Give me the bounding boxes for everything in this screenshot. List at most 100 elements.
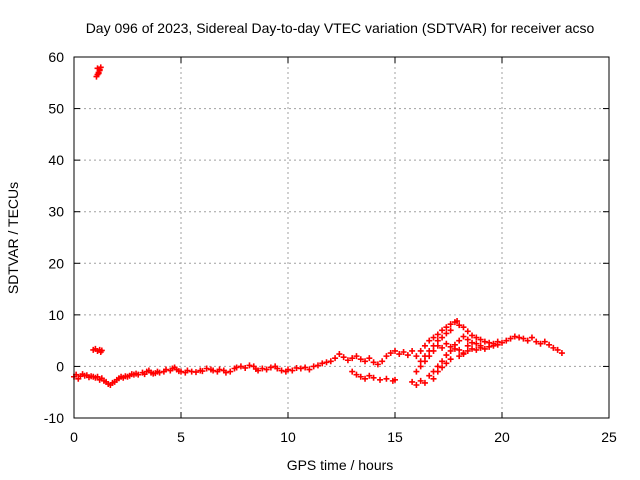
data-point — [434, 337, 441, 344]
data-point — [443, 352, 450, 359]
data-point — [314, 362, 321, 369]
data-point — [537, 340, 544, 347]
data-point — [199, 368, 206, 375]
data-point — [387, 350, 394, 357]
data-point — [192, 369, 199, 376]
data-point — [454, 318, 461, 325]
data-point — [135, 371, 142, 378]
data-point — [473, 346, 480, 353]
grid — [74, 57, 609, 418]
data-point — [366, 372, 373, 379]
data-point — [477, 336, 484, 343]
data-point — [456, 337, 463, 344]
data-point — [366, 355, 373, 362]
data-point — [178, 368, 184, 375]
data-point — [481, 338, 488, 345]
data-point — [370, 359, 377, 366]
data-point — [332, 355, 339, 362]
data-point — [413, 353, 420, 360]
data-point — [426, 337, 433, 344]
data-point — [353, 353, 360, 360]
data-point — [404, 352, 411, 359]
data-point — [520, 335, 527, 342]
data-point — [306, 366, 313, 373]
data-point — [323, 359, 330, 366]
data-point — [278, 367, 285, 374]
data-point — [460, 351, 467, 358]
data-point — [430, 334, 437, 341]
data-point — [319, 360, 326, 367]
data-point — [362, 375, 369, 382]
y-tick-label: 60 — [48, 49, 64, 65]
data-point — [409, 378, 416, 385]
data-point — [263, 366, 270, 373]
data-point — [443, 360, 450, 367]
x-tick-label: 5 — [177, 429, 185, 445]
data-point — [357, 356, 364, 363]
x-tick-label: 0 — [70, 429, 78, 445]
data-point — [163, 366, 170, 373]
data-point — [421, 358, 428, 365]
data-point — [430, 375, 437, 382]
data-point — [469, 339, 476, 346]
data-point — [349, 355, 356, 362]
data-point — [554, 346, 561, 353]
data-point — [494, 338, 501, 345]
data-point — [344, 357, 351, 364]
data-point — [439, 344, 446, 351]
data-point — [383, 375, 390, 382]
data-point — [353, 371, 360, 378]
y-tick-label: 0 — [56, 358, 64, 374]
data-point — [447, 356, 454, 363]
data-point — [267, 364, 274, 371]
data-point — [464, 336, 471, 343]
data-point — [469, 332, 476, 339]
data-point — [481, 345, 488, 352]
data-point — [98, 347, 105, 354]
data-point — [379, 358, 386, 365]
data-point — [464, 328, 471, 335]
data-point — [370, 374, 377, 381]
data-point — [426, 372, 433, 379]
data-point — [426, 353, 433, 360]
x-axis-label: GPS time / hours — [287, 457, 394, 473]
y-tick-label: 20 — [48, 255, 64, 271]
data-point — [156, 369, 163, 376]
chart-title: Day 096 of 2023, Sidereal Day-to-day VTE… — [86, 20, 595, 36]
data-point — [417, 377, 424, 384]
data-point — [443, 324, 450, 331]
data-point — [392, 347, 398, 354]
data-point — [417, 347, 424, 354]
data-point — [259, 365, 266, 372]
data-point — [528, 334, 535, 341]
data-point — [95, 70, 102, 77]
data-point — [439, 327, 446, 334]
data-point — [362, 358, 369, 365]
data-point — [409, 347, 416, 354]
data-point — [417, 363, 424, 370]
data-point — [439, 334, 446, 341]
data-point — [486, 339, 493, 346]
data-point — [94, 373, 101, 380]
data-point — [274, 365, 281, 372]
data-point — [473, 340, 480, 347]
data-point — [227, 368, 234, 375]
y-axis-label: SDTVAR / TECUs — [5, 182, 21, 294]
data-point — [499, 339, 505, 346]
data-point — [349, 368, 356, 375]
data-points — [71, 64, 565, 388]
data-point — [246, 362, 253, 369]
data-point — [443, 340, 450, 347]
data-point — [297, 365, 304, 372]
y-tick-label: 40 — [48, 152, 64, 168]
data-point — [511, 333, 518, 340]
y-tick-label: -10 — [44, 410, 64, 426]
data-point — [447, 321, 454, 328]
data-point — [222, 369, 229, 376]
data-point — [464, 347, 471, 354]
data-point — [477, 342, 484, 349]
data-point — [310, 363, 317, 370]
data-point — [413, 381, 420, 388]
plot-frame — [73, 56, 610, 419]
